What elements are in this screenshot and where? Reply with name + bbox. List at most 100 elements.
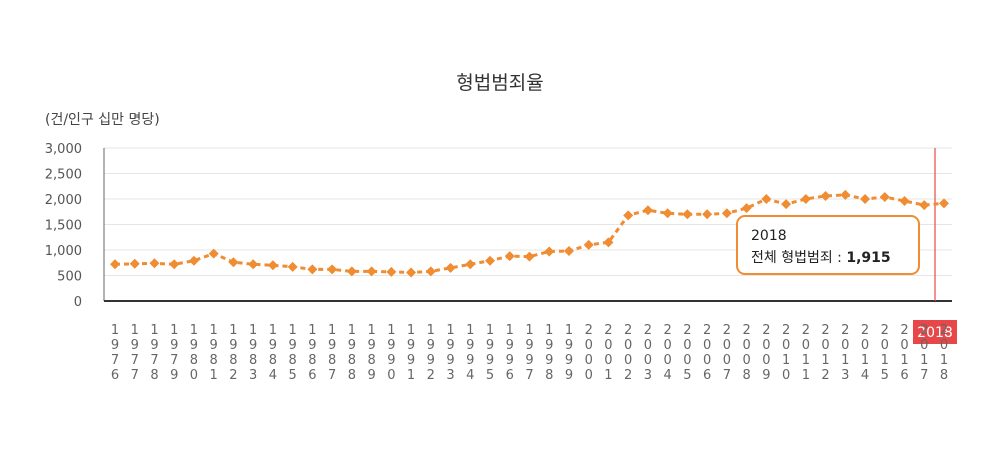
y-tick-label: 500 xyxy=(57,270,82,285)
axes xyxy=(103,148,952,302)
y-tick-label: 2,500 xyxy=(45,168,82,183)
data-point[interactable] xyxy=(485,255,496,266)
data-point[interactable] xyxy=(544,246,555,257)
data-point[interactable] xyxy=(149,258,160,269)
highlight-badge-label: 2018 xyxy=(917,325,953,341)
data-point[interactable] xyxy=(129,258,140,269)
data-point[interactable] xyxy=(939,198,949,209)
data-point[interactable] xyxy=(642,205,653,216)
data-point[interactable] xyxy=(524,251,535,262)
data-point[interactable] xyxy=(169,259,180,270)
y-tick-label: 1,500 xyxy=(45,219,82,234)
data-point[interactable] xyxy=(603,237,614,248)
data-point[interactable] xyxy=(267,260,278,271)
tooltip-title: 2018 xyxy=(751,228,787,244)
y-tick-label: 0 xyxy=(74,295,82,310)
data-point[interactable] xyxy=(781,199,792,210)
data-point[interactable] xyxy=(721,208,732,219)
data-point[interactable] xyxy=(682,209,693,220)
data-point[interactable] xyxy=(583,239,594,250)
data-point[interactable] xyxy=(741,203,752,214)
y-tick-label: 2,000 xyxy=(45,193,82,208)
data-point[interactable] xyxy=(840,189,851,200)
data-point[interactable] xyxy=(860,194,871,204)
data-point[interactable] xyxy=(307,264,318,275)
data-point[interactable] xyxy=(919,200,930,211)
data-point[interactable] xyxy=(425,266,436,277)
data-point[interactable] xyxy=(563,246,574,257)
highlight-badge: 2018 xyxy=(913,320,957,344)
tooltip: 2018 전체 형법범죄 : 1,915 xyxy=(736,215,920,275)
data-point[interactable] xyxy=(504,251,515,262)
data-point[interactable] xyxy=(702,209,713,220)
chart-title: 형법범죄율 xyxy=(456,72,543,94)
data-point[interactable] xyxy=(820,190,831,201)
data-point[interactable] xyxy=(445,262,456,273)
y-tick-label: 3,000 xyxy=(45,142,82,157)
series-points[interactable] xyxy=(110,189,949,278)
tooltip-box xyxy=(736,215,920,275)
y-axis-ticks: 0 500 1,000 1,500 2,000 2,500 3,000 xyxy=(45,142,82,310)
tooltip-body: 전체 형법범죄 : 1,915 xyxy=(751,250,891,266)
data-point[interactable] xyxy=(327,264,338,275)
data-point[interactable] xyxy=(465,259,476,270)
data-point[interactable] xyxy=(761,194,772,204)
data-point[interactable] xyxy=(800,194,811,204)
x-axis-ticks: 1 9 7 6 1 9 7 7 1 9 7 8 1 9 7 9 1 9 8 0 1 9 8 1 1 9 8 2 1 9 8 3 1 9 8 4 1 9 8 5… xyxy=(111,323,948,383)
y-tick-label: 1,000 xyxy=(45,244,82,259)
highlight-marker: 2018 xyxy=(913,148,957,344)
data-point[interactable] xyxy=(110,259,120,270)
data-point[interactable] xyxy=(386,266,397,277)
data-point[interactable] xyxy=(188,255,199,266)
data-point[interactable] xyxy=(406,267,417,278)
data-point[interactable] xyxy=(346,266,357,277)
data-point[interactable] xyxy=(366,266,377,277)
data-point[interactable] xyxy=(879,191,890,202)
y-axis-label: (건/인구 십만 명당) xyxy=(45,112,160,128)
data-point[interactable] xyxy=(248,259,259,270)
highlight-badge-bg xyxy=(913,320,957,344)
data-point[interactable] xyxy=(662,208,673,219)
tooltip-value: 1,915 xyxy=(846,250,890,266)
data-point[interactable] xyxy=(228,257,239,268)
data-point[interactable] xyxy=(623,210,634,221)
data-point[interactable] xyxy=(899,196,910,207)
data-point[interactable] xyxy=(287,261,298,272)
data-point[interactable] xyxy=(208,248,219,259)
